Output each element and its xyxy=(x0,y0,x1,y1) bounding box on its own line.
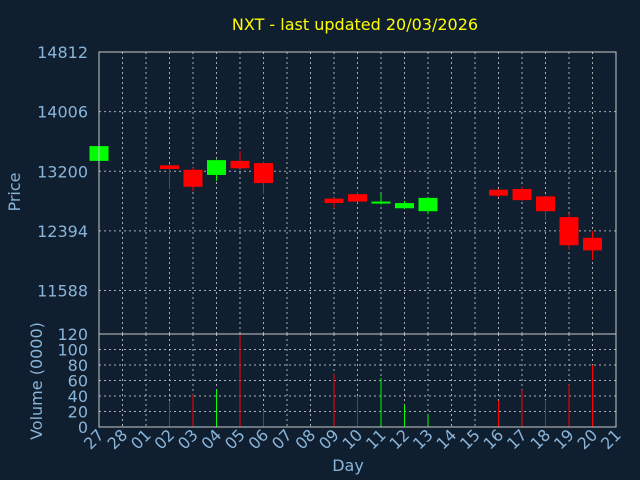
volume-tick-label: 100 xyxy=(57,341,88,360)
candle-body xyxy=(418,197,438,212)
volume-tick-label: 80 xyxy=(68,356,88,375)
candle-body xyxy=(183,169,203,187)
candle-body xyxy=(254,163,273,184)
candle-body xyxy=(583,237,602,251)
candle-body xyxy=(348,194,367,202)
candle-body xyxy=(559,217,579,246)
price-tick-label: 14812 xyxy=(37,43,88,62)
candle-body xyxy=(371,201,391,204)
x-axis: 2728010203040506070809101112131415161718… xyxy=(80,425,625,453)
x-axis-label: Day xyxy=(332,456,364,475)
candle-body xyxy=(489,189,508,196)
price-tick-label: 14006 xyxy=(37,103,88,122)
candle-body xyxy=(160,165,179,170)
candle-body xyxy=(324,198,344,204)
volume-axis-label: Volume (0000) xyxy=(27,322,46,440)
candle-body xyxy=(512,189,532,201)
price-tick-label: 12394 xyxy=(37,222,88,241)
x-tick-label: 21 xyxy=(597,425,625,453)
volume-tick-label: 120 xyxy=(57,325,88,344)
price-tick-label: 13200 xyxy=(37,162,88,181)
volume-tick-label: 0 xyxy=(78,418,88,437)
candle-body xyxy=(395,203,414,209)
volume-panel-frame xyxy=(98,333,617,428)
volume-tick-label: 20 xyxy=(68,403,88,422)
candle-body xyxy=(536,196,555,212)
volume-tick-label: 60 xyxy=(68,372,88,391)
price-tick-label: 11588 xyxy=(37,282,88,301)
price-panel: 11588 12394 13200 14006 14812 xyxy=(37,43,617,335)
candle-body xyxy=(207,160,226,175)
candle-body xyxy=(230,160,250,169)
chart-title: NXT - last updated 20/03/2026 xyxy=(232,15,478,34)
price-axis-label: Price xyxy=(5,172,24,211)
volume-tick-label: 40 xyxy=(68,387,88,406)
